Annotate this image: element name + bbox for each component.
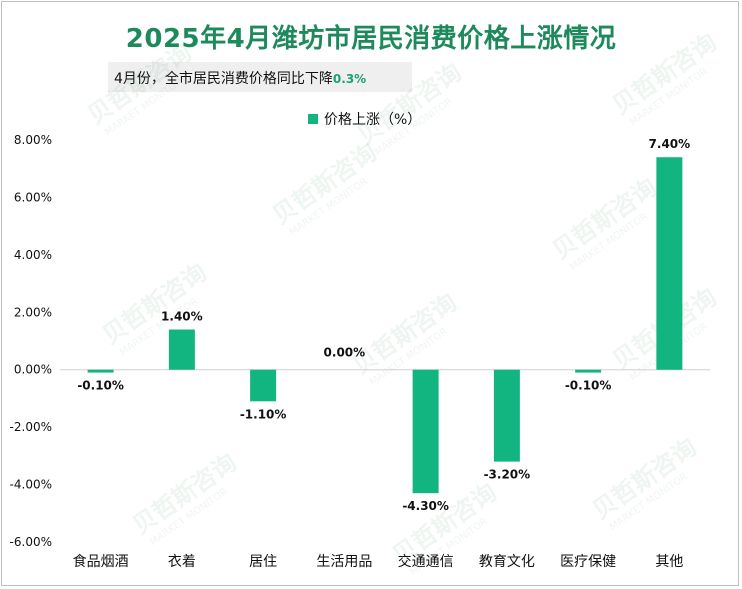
y-tick-label: 8.00%	[14, 133, 52, 147]
x-category-label: 生活用品	[316, 554, 372, 570]
y-tick-label: 0.00%	[14, 363, 52, 377]
data-label: -4.30%	[402, 499, 449, 513]
y-tick-label: -4.00%	[10, 478, 52, 492]
x-category-label: 交通通信	[398, 553, 454, 570]
y-tick-label: -2.00%	[10, 420, 52, 434]
data-label: 0.00%	[324, 346, 366, 360]
x-category-label: 其他	[655, 554, 683, 570]
x-category-label: 居住	[249, 554, 277, 570]
bar	[169, 330, 195, 370]
data-label: 1.40%	[161, 310, 203, 324]
y-tick-label: -6.00%	[10, 535, 52, 549]
x-category-label: 教育文化	[479, 554, 535, 570]
data-label: 7.40%	[649, 137, 691, 151]
bar	[413, 370, 439, 493]
data-label: -3.20%	[484, 468, 531, 482]
data-label: -0.10%	[77, 379, 124, 393]
x-category-label: 衣着	[168, 554, 196, 570]
x-category-label: 医疗保健	[560, 554, 616, 570]
x-axis: 食品烟酒 衣着 居住 生活用品 交通通信 教育文化 医疗保健 其他	[73, 553, 684, 570]
data-label: -0.10%	[565, 379, 612, 393]
bar	[250, 370, 276, 402]
y-tick-label: 6.00%	[14, 190, 52, 204]
y-tick-label: 2.00%	[14, 305, 52, 319]
bar	[494, 370, 520, 462]
data-label: -1.10%	[240, 407, 287, 421]
bars	[88, 157, 683, 493]
x-category-label: 食品烟酒	[73, 553, 129, 570]
y-tick-label: 4.00%	[14, 248, 52, 262]
bar	[656, 157, 682, 369]
bar	[575, 370, 601, 373]
bar	[88, 370, 114, 373]
